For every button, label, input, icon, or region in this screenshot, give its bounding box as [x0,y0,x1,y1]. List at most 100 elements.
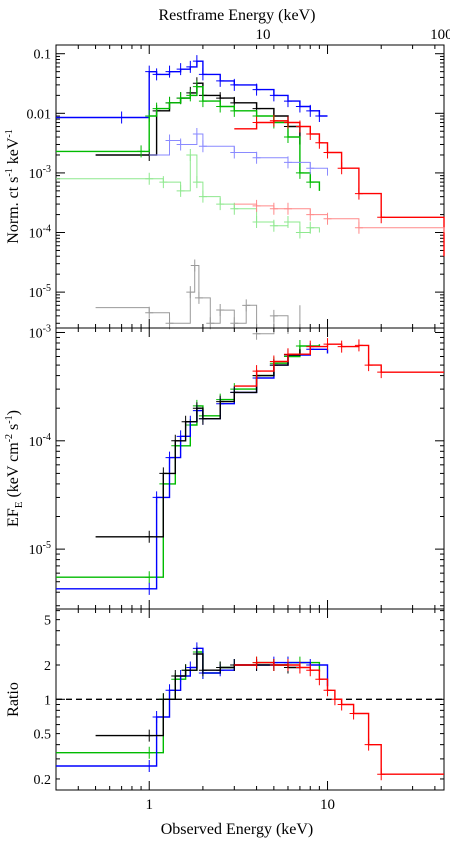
data-point-red [306,664,315,677]
data-point-grey [165,317,174,330]
data-point-red [354,187,363,200]
data-point-red [269,114,278,127]
data-point-red [337,698,346,711]
data-point-blue [192,55,201,68]
data-point-blue [165,451,174,464]
y-tick-label: 10-3 [29,164,51,182]
series-blue [56,348,329,590]
series-green [56,344,321,578]
data-point-light_red [252,199,261,212]
data-point-red [283,348,292,361]
data-point-red [377,366,386,379]
data-point-light_red [354,221,363,234]
data-point-red [306,340,315,353]
data-point-light_blue [176,138,185,151]
series-blue [56,60,328,119]
series-light_blue [149,133,328,176]
data-point-black [181,415,190,428]
data-point-light_blue [283,156,292,169]
data-point-green [165,96,174,109]
data-point-red [269,355,278,368]
data-point-red [283,116,292,129]
top-panel: 10-5 10-4 10-3 0.01 0.1 Norm. ct s-1 keV-1 [4,44,445,340]
data-point-light_blue [306,162,315,175]
data-point-light_blue [165,134,174,147]
data-point-green [152,102,161,115]
middle-panel: 10-5 10-4 10-3 EFE (keV cm-2 s-1) [4,323,445,610]
data-point-blue [186,60,195,73]
data-point-light_red [323,212,332,225]
data-point-blue [315,110,324,123]
data-point-light_blue [252,151,261,164]
data-point-blue [117,111,126,124]
data-point-green [295,166,304,179]
data-point-black [159,693,168,706]
y-tick-label: 10-4 [29,224,51,242]
data-point-black [192,402,201,415]
data-point-green [283,131,292,144]
data-point-green [186,89,195,102]
data-point-grey [230,317,239,330]
y-tick-label: 10-5 [29,283,51,301]
data-point-red [364,359,373,372]
data-point-grey [190,259,199,272]
data-point-blue [165,684,174,697]
data-point-red [295,120,304,133]
data-point-black [145,530,154,543]
data-point-red [364,738,373,751]
data-point-black [216,395,225,408]
series-black [95,653,300,737]
data-point-red [323,338,332,351]
data-point-black [145,729,154,742]
observed-axis: Observed Energy (keV) 1 10 [145,797,335,838]
data-point-red [306,127,315,140]
data-point-red [252,116,261,129]
data-point-blue [230,78,239,91]
data-point-red [315,673,324,686]
data-point-light_green [186,148,195,161]
data-point-grey [194,291,203,304]
data-point-red [252,656,261,669]
data-point-grey [206,317,215,330]
y-tick-label: 2 [44,659,51,674]
series-grey [95,265,301,335]
data-point-green [145,110,154,123]
y-tick-label: 10-4 [29,432,51,450]
data-point-grey [242,299,251,312]
data-point-light_green [252,216,261,229]
data-point-black [181,664,190,677]
series-green [56,86,321,191]
y-tick-label: 0.1 [34,48,52,63]
data-point-red [315,136,324,149]
series-red [234,661,444,775]
data-point-light_red [283,202,292,215]
data-point-light_green [283,216,292,229]
series-red [234,343,444,387]
y-tick-label: 10-5 [29,540,51,558]
data-point-light_green [269,219,278,232]
data-point-blue [145,759,154,772]
data-point-black [216,661,225,674]
data-point-blue [269,89,278,102]
data-point-light_red [269,202,278,215]
series-blue [56,647,329,767]
data-point-light_green [295,226,304,239]
data-point-blue [283,95,292,108]
data-point-green [137,145,146,158]
data-point-light_green [192,176,201,189]
top-y-axis-label: Norm. ct s-1 keV-1 [4,129,22,243]
data-point-light_red [306,208,315,221]
y-tick-label: 10-3 [29,323,51,341]
bottom-tick-label: 1 [145,797,153,813]
bottom-y-axis-label: Ratio [5,682,22,717]
data-point-light_green [145,172,154,185]
data-point-red [323,684,332,697]
data-point-light_green [306,221,315,234]
y-tick-label: 0.5 [34,728,52,743]
data-point-green [230,104,239,117]
data-point-red [377,768,386,781]
data-point-red [377,211,386,224]
data-point-blue [152,68,161,81]
bottom-panel: 0.2 0.5 1 2 5 Ratio [5,608,445,791]
